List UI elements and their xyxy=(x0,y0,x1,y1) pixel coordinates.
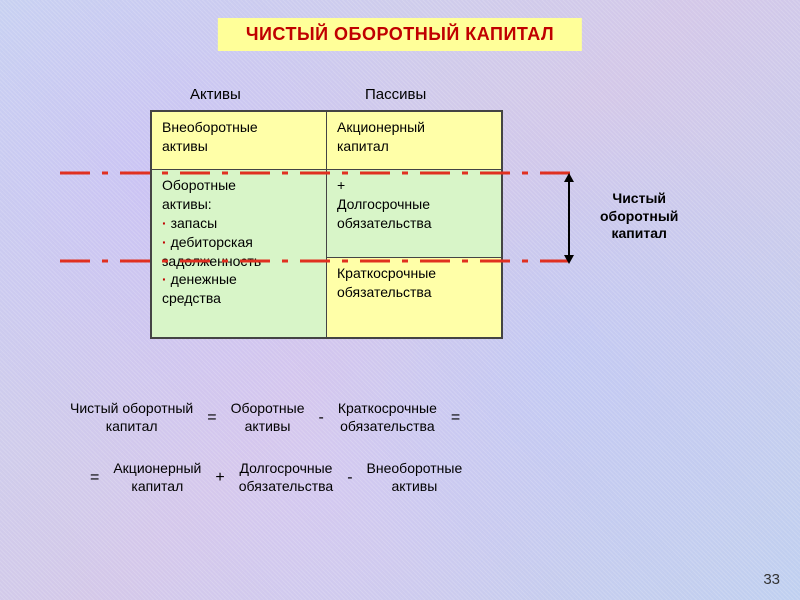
formula-row-1: Чистый оборотныйкапитал = Оборотныеактив… xyxy=(70,400,460,435)
nwc-label: Чистыйоборотныйкапитал xyxy=(600,190,678,243)
text-noncurrent-assets: Внеоборотныеактивы xyxy=(152,112,326,162)
cell-current-assets: Оборотныеактивы: запасы дебиторскаязадол… xyxy=(152,170,327,338)
f1-equals-1: = xyxy=(207,409,216,427)
text-current-assets-heading: Оборотныеактивы: xyxy=(162,176,316,214)
column-header-assets: Активы xyxy=(190,86,241,103)
f2-term-noncurrent-assets: Внеоборотныеактивы xyxy=(367,460,463,495)
red-line-upper xyxy=(60,170,580,176)
f1-equals-2: = xyxy=(451,409,460,427)
red-line-lower xyxy=(60,258,580,264)
page-number: 33 xyxy=(763,571,780,588)
f2-plus: + xyxy=(215,469,224,487)
bullet-receivables: дебиторскаязадолженность xyxy=(162,233,316,271)
text-share-capital: Акционерныйкапитал xyxy=(327,112,501,162)
formula-row-2: = Акционерныйкапитал + Долгосрочныеобяза… xyxy=(90,460,462,495)
cell-share-capital: Акционерныйкапитал xyxy=(327,112,502,170)
f2-term-longterm-liab: Долгосрочныеобязательства xyxy=(239,460,334,495)
column-header-liabilities: Пассивы xyxy=(365,86,426,103)
text-longterm-liabilities: +Долгосрочныеобязательства xyxy=(327,170,501,239)
bullet-cash: денежныесредства xyxy=(162,270,316,308)
f1-term-current-assets: Оборотныеактивы xyxy=(231,400,305,435)
bullet-inventory: запасы xyxy=(162,214,316,233)
f1-term-nwc: Чистый оборотныйкапитал xyxy=(70,400,193,435)
f2-term-share-capital: Акционерныйкапитал xyxy=(113,460,201,495)
cell-shortterm-liabilities: Краткосрочныеобязательства xyxy=(327,258,502,338)
cell-longterm-liabilities: +Долгосрочныеобязательства xyxy=(327,170,502,258)
f2-minus: - xyxy=(347,469,352,487)
nwc-span-arrow xyxy=(568,175,570,262)
page-title: ЧИСТЫЙ ОБОРОТНЫЙ КАПИТАЛ xyxy=(218,18,582,51)
f1-minus: - xyxy=(319,409,324,427)
text-shortterm-liabilities: Краткосрочныеобязательства xyxy=(327,258,501,308)
f2-equals: = xyxy=(90,469,99,487)
f1-term-shortterm-liab: Краткосрочныеобязательства xyxy=(338,400,437,435)
cell-noncurrent-assets: Внеоборотныеактивы xyxy=(152,112,327,170)
balance-table: Внеоборотныеактивы Акционерныйкапитал Об… xyxy=(150,110,503,339)
